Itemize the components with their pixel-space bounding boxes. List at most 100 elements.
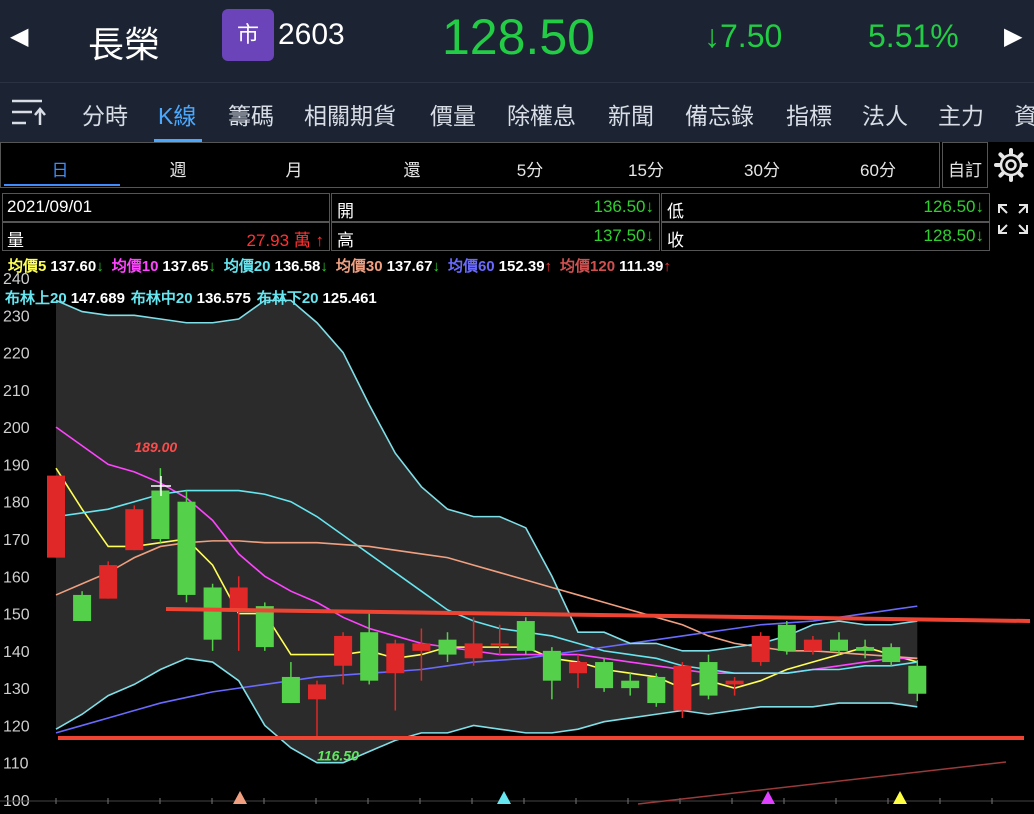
candle[interactable]: [386, 639, 405, 711]
tab-news[interactable]: 新聞: [608, 103, 654, 129]
candle[interactable]: [177, 490, 196, 603]
candle[interactable]: [542, 647, 561, 700]
tab-kline[interactable]: K線: [158, 103, 197, 129]
candle-body: [203, 587, 222, 640]
period-week[interactable]: 週: [169, 161, 187, 180]
boll-legend-label: 布林下20: [257, 289, 319, 307]
resistance-trendline: [165, 607, 1031, 623]
ma-legend-arrow: ↑: [663, 258, 671, 275]
candle[interactable]: [308, 680, 326, 739]
tab-more[interactable]: 資: [1014, 103, 1034, 129]
candle[interactable]: [882, 643, 901, 666]
candle[interactable]: [569, 654, 587, 689]
menu-sort-icon[interactable]: [12, 98, 46, 128]
custom-period-button[interactable]: 自訂: [948, 161, 982, 180]
period-5min[interactable]: 5分: [516, 161, 544, 180]
fullscreen-expand-icon[interactable]: [996, 202, 1030, 236]
series-line: [55, 605, 918, 734]
candle[interactable]: [856, 639, 875, 659]
candle[interactable]: [412, 628, 431, 681]
tab-main-force[interactable]: 主力: [938, 103, 984, 129]
candle[interactable]: [595, 658, 614, 692]
tab-price-volume[interactable]: 價量: [430, 103, 476, 129]
high-value: 137.50↓: [593, 226, 655, 245]
series-line: [55, 657, 918, 764]
candle-body: [412, 643, 431, 651]
candle-body: [281, 676, 300, 704]
candle[interactable]: [47, 475, 65, 558]
candle[interactable]: [125, 505, 144, 551]
candle[interactable]: [490, 624, 509, 655]
tab-dividends[interactable]: 除權息: [507, 103, 576, 129]
candle[interactable]: [777, 621, 796, 655]
tab-indicators[interactable]: 指標: [786, 103, 832, 129]
candle[interactable]: [360, 613, 379, 685]
boll-legend-value: 136.575: [197, 290, 251, 307]
boll-legend-value: 125.461: [323, 290, 377, 307]
candle[interactable]: [803, 635, 822, 655]
signal-triangle-icon: [893, 791, 907, 804]
prev-stock-arrow-icon[interactable]: ◀: [10, 23, 29, 50]
custom-period-frame: [942, 142, 988, 188]
candle-body: [595, 662, 614, 689]
ma-legend-label: 均價20: [224, 257, 271, 275]
period-day[interactable]: 日: [51, 161, 69, 180]
series-line: [55, 467, 918, 689]
settings-gear-icon[interactable]: [994, 148, 1028, 182]
candle[interactable]: [908, 660, 927, 702]
candle[interactable]: [229, 576, 248, 651]
candle-body: [542, 650, 561, 681]
boll-legend-value: 147.689: [71, 290, 125, 307]
ma-legend-label: 均價30: [336, 257, 383, 275]
candle-body: [125, 509, 144, 551]
candle[interactable]: [751, 632, 770, 666]
candle-body: [673, 665, 692, 711]
candle-body: [177, 501, 196, 595]
tab-intraday[interactable]: 分時: [82, 103, 128, 129]
candle[interactable]: [516, 617, 535, 655]
period-restore[interactable]: 還: [403, 161, 421, 180]
ma-legend-value: 152.39: [499, 258, 545, 275]
next-stock-arrow-icon[interactable]: ▶: [1004, 23, 1023, 50]
candle[interactable]: [647, 673, 666, 707]
price-change: ↓7.50: [704, 18, 782, 55]
series-line: [55, 489, 918, 675]
period-30min[interactable]: 30分: [744, 161, 780, 180]
candle-body: [229, 587, 248, 610]
period-month[interactable]: 月: [285, 161, 303, 180]
candle[interactable]: [725, 676, 744, 696]
candle[interactable]: [99, 561, 118, 599]
stock-code: 2603: [278, 18, 345, 51]
y-tick-label: 240: [3, 271, 30, 288]
tab-related-futures[interactable]: 相關期貨: [304, 103, 396, 129]
series-line: [55, 540, 918, 660]
candle[interactable]: [699, 654, 718, 700]
y-tick-label: 180: [3, 495, 30, 512]
ma-legend-label: 均價60: [448, 257, 495, 275]
y-tick-label: 230: [3, 308, 30, 325]
candle[interactable]: [438, 632, 457, 663]
candle[interactable]: [464, 617, 483, 666]
candle[interactable]: [203, 583, 222, 651]
current-price: 128.50: [442, 9, 595, 65]
period-15min[interactable]: 15分: [628, 161, 664, 180]
candle[interactable]: [334, 632, 353, 685]
tab-institutional[interactable]: 法人: [862, 103, 908, 129]
tab-chips[interactable]: 籌碼: [228, 103, 274, 129]
candle[interactable]: [73, 591, 92, 622]
candle-body: [569, 662, 587, 674]
ma-legend-value: 137.65: [162, 258, 208, 275]
candle-body: [621, 680, 640, 689]
candle-body: [73, 594, 92, 622]
candle[interactable]: [673, 662, 692, 718]
candle-body: [360, 632, 379, 681]
candle[interactable]: [281, 662, 300, 704]
period-60min[interactable]: 60分: [860, 161, 896, 180]
candle-body: [647, 676, 666, 704]
candle[interactable]: [830, 632, 848, 655]
candle[interactable]: [621, 673, 640, 696]
ma-legend-value: 137.67: [387, 258, 433, 275]
ma-legend-value: 137.60: [50, 258, 96, 275]
tab-memo[interactable]: 備忘錄: [685, 103, 754, 129]
